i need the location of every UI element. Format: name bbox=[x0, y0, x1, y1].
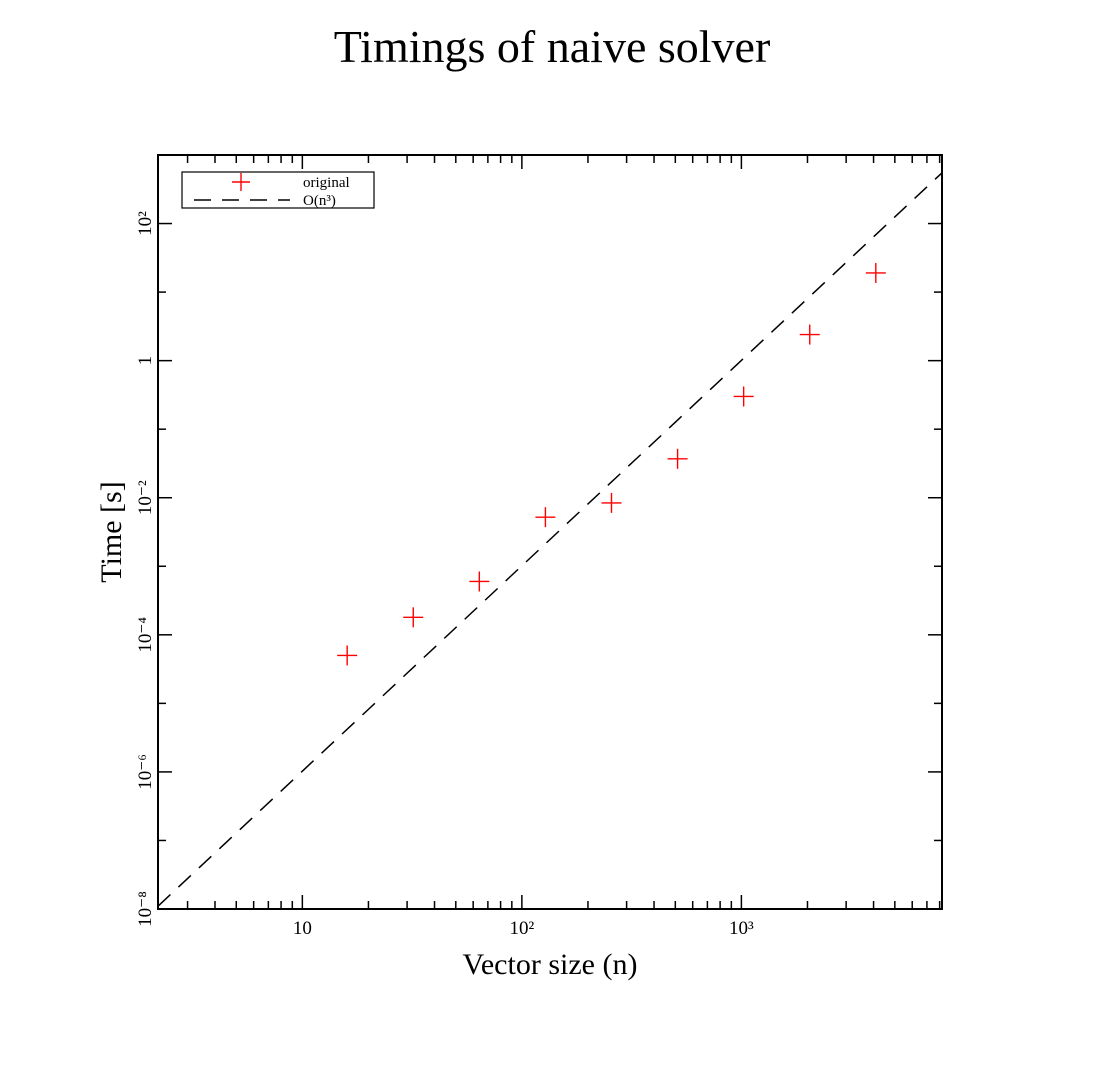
legend-entry: O(n³) bbox=[194, 193, 336, 209]
legend-label: original bbox=[303, 175, 350, 191]
x-axis-label: Vector size (n) bbox=[463, 948, 638, 981]
plot-area bbox=[158, 172, 942, 907]
fit-line-series bbox=[158, 172, 942, 907]
y-tick-label: 10² bbox=[135, 211, 156, 236]
data-point bbox=[865, 262, 886, 283]
data-point bbox=[733, 386, 754, 407]
x-tick-label: 10² bbox=[510, 918, 535, 939]
chart-title: Timings of naive solver bbox=[334, 21, 771, 72]
y-tick-label: 1 bbox=[135, 356, 156, 366]
legend-label: O(n³) bbox=[303, 193, 336, 209]
y-tick-label: 10⁻² bbox=[135, 480, 156, 515]
data-point bbox=[601, 492, 622, 513]
x-tick-label: 10 bbox=[293, 918, 312, 939]
data-point bbox=[403, 607, 424, 628]
legend: original O(n³) bbox=[181, 171, 375, 209]
data-point bbox=[535, 507, 556, 528]
y-tick-label: 10⁻⁸ bbox=[135, 891, 156, 927]
data-point bbox=[469, 571, 490, 592]
axis-ticks bbox=[158, 154, 942, 910]
y-axis-label: Time [s] bbox=[95, 481, 128, 582]
legend-entry: original bbox=[232, 173, 350, 191]
y-tick-label: 10⁻⁶ bbox=[135, 754, 156, 790]
legend-box bbox=[181, 171, 375, 209]
x-tick-label: 10³ bbox=[729, 918, 754, 939]
data-point bbox=[337, 645, 358, 666]
y-tick-label: 10⁻⁴ bbox=[135, 617, 156, 653]
plot-frame bbox=[157, 154, 943, 910]
data-point bbox=[799, 324, 820, 345]
data-point bbox=[667, 448, 688, 469]
tick-labels: 10 10² 10³ 10⁻⁸ 10⁻⁶ 10⁻⁴ 10⁻² 1 10² bbox=[135, 211, 754, 939]
